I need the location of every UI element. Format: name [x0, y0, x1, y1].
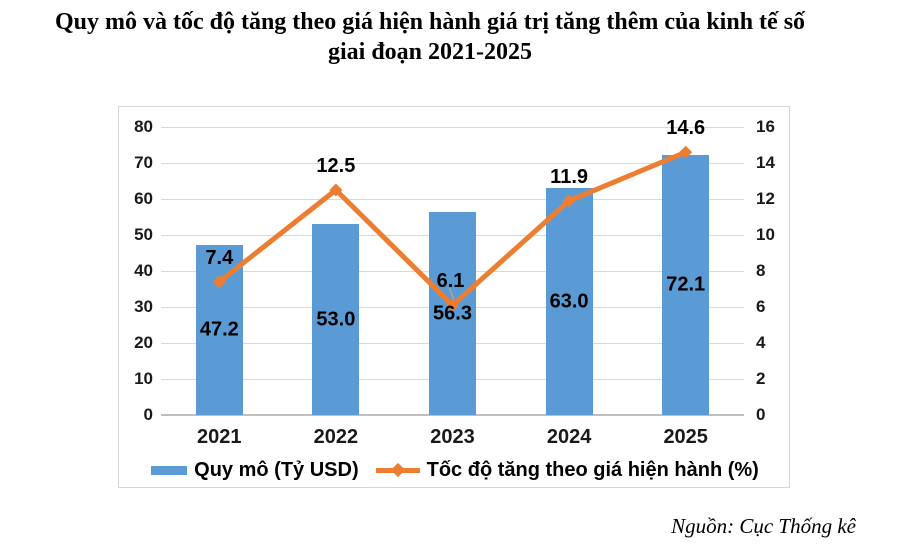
left-axis-tick-label: 30 — [134, 297, 153, 316]
diamond-marker-icon — [390, 462, 405, 478]
right-axis-tick-label: 12 — [756, 189, 775, 208]
x-axis-label-2021: 2021 — [197, 426, 242, 448]
x-axis-label-2025: 2025 — [663, 426, 708, 448]
line-value-label-2021: 7.4 — [205, 246, 234, 269]
right-axis-tick-label: 0 — [756, 405, 766, 424]
chart-title-line1: Quy mô và tốc độ tăng theo giá hiện hành… — [54, 9, 806, 35]
right-axis-tick-label: 8 — [756, 261, 766, 280]
left-axis-tick-label: 40 — [134, 261, 153, 280]
right-axis-tick-label: 6 — [756, 297, 766, 316]
left-axis-tick-label: 20 — [134, 333, 153, 352]
line-value-label-2022: 12.5 — [316, 155, 356, 177]
line-series-swatch-icon — [375, 462, 420, 478]
left-axis-tick-label: 10 — [134, 369, 153, 388]
plot-area: 0 10 20 30 40 50 60 70 80 0 2 4 6 8 10 12 14 16 2021 2022 20… — [119, 107, 789, 487]
left-axis-tick-label: 70 — [134, 153, 153, 172]
bar-value-label-2023: 56.3 — [433, 302, 472, 325]
right-axis-tick-label: 2 — [756, 369, 766, 388]
bar-value-label-2022: 53.0 — [316, 308, 356, 331]
left-axis-tick-label: 60 — [134, 189, 153, 208]
gridline — [161, 163, 744, 164]
line-value-label-2024: 11.9 — [550, 165, 589, 188]
legend-label-line-series: Tốc độ tăng theo giá hiện hành (%) — [426, 459, 759, 481]
chart-legend: Quy mô (Tỷ USD) Tốc độ tăng theo giá hiệ… — [119, 459, 791, 482]
x-axis-label-2024: 2024 — [546, 426, 592, 448]
line-marker-2022 — [329, 183, 343, 197]
right-axis-tick-label: 14 — [756, 153, 775, 172]
left-axis-tick-label: 0 — [143, 405, 153, 424]
line-value-label-2025: 14.6 — [666, 117, 706, 140]
right-axis-tick-label: 16 — [756, 117, 775, 136]
left-axis-tick-label: 50 — [134, 225, 153, 244]
legend-item-line-series: Tốc độ tăng theo giá hiện hành (%) — [375, 459, 759, 482]
bar-value-label-2025: 72.1 — [666, 273, 706, 296]
gridline — [161, 199, 744, 200]
legend-item-bar-series: Quy mô (Tỷ USD) — [151, 459, 359, 482]
x-axis-label-2023: 2023 — [430, 426, 475, 448]
x-axis-label-2022: 2022 — [313, 426, 359, 448]
bar-series-swatch-icon — [151, 466, 188, 475]
chart-title: Quy mô và tốc độ tăng theo giá hiện hành… — [0, 7, 860, 67]
chart-title-line2: giai đoạn 2021-2025 — [327, 39, 533, 65]
legend-label-bar-series: Quy mô (Tỷ USD) — [194, 459, 359, 481]
chart-area: 0 10 20 30 40 50 60 70 80 0 2 4 6 8 10 12 14 16 2021 2022 20… — [118, 106, 790, 488]
right-axis-tick-label: 4 — [756, 333, 766, 352]
bar-value-label-2024: 63.0 — [549, 290, 589, 313]
category-axis-line — [161, 414, 744, 416]
gridline — [161, 127, 744, 128]
right-axis-tick-label: 10 — [756, 225, 775, 244]
bar-value-label-2021: 47.2 — [199, 318, 239, 341]
line-value-label-2023: 6.1 — [436, 270, 465, 293]
source-note: Nguồn: Cục Thống kê — [671, 514, 856, 538]
left-axis-tick-label: 80 — [134, 117, 153, 136]
